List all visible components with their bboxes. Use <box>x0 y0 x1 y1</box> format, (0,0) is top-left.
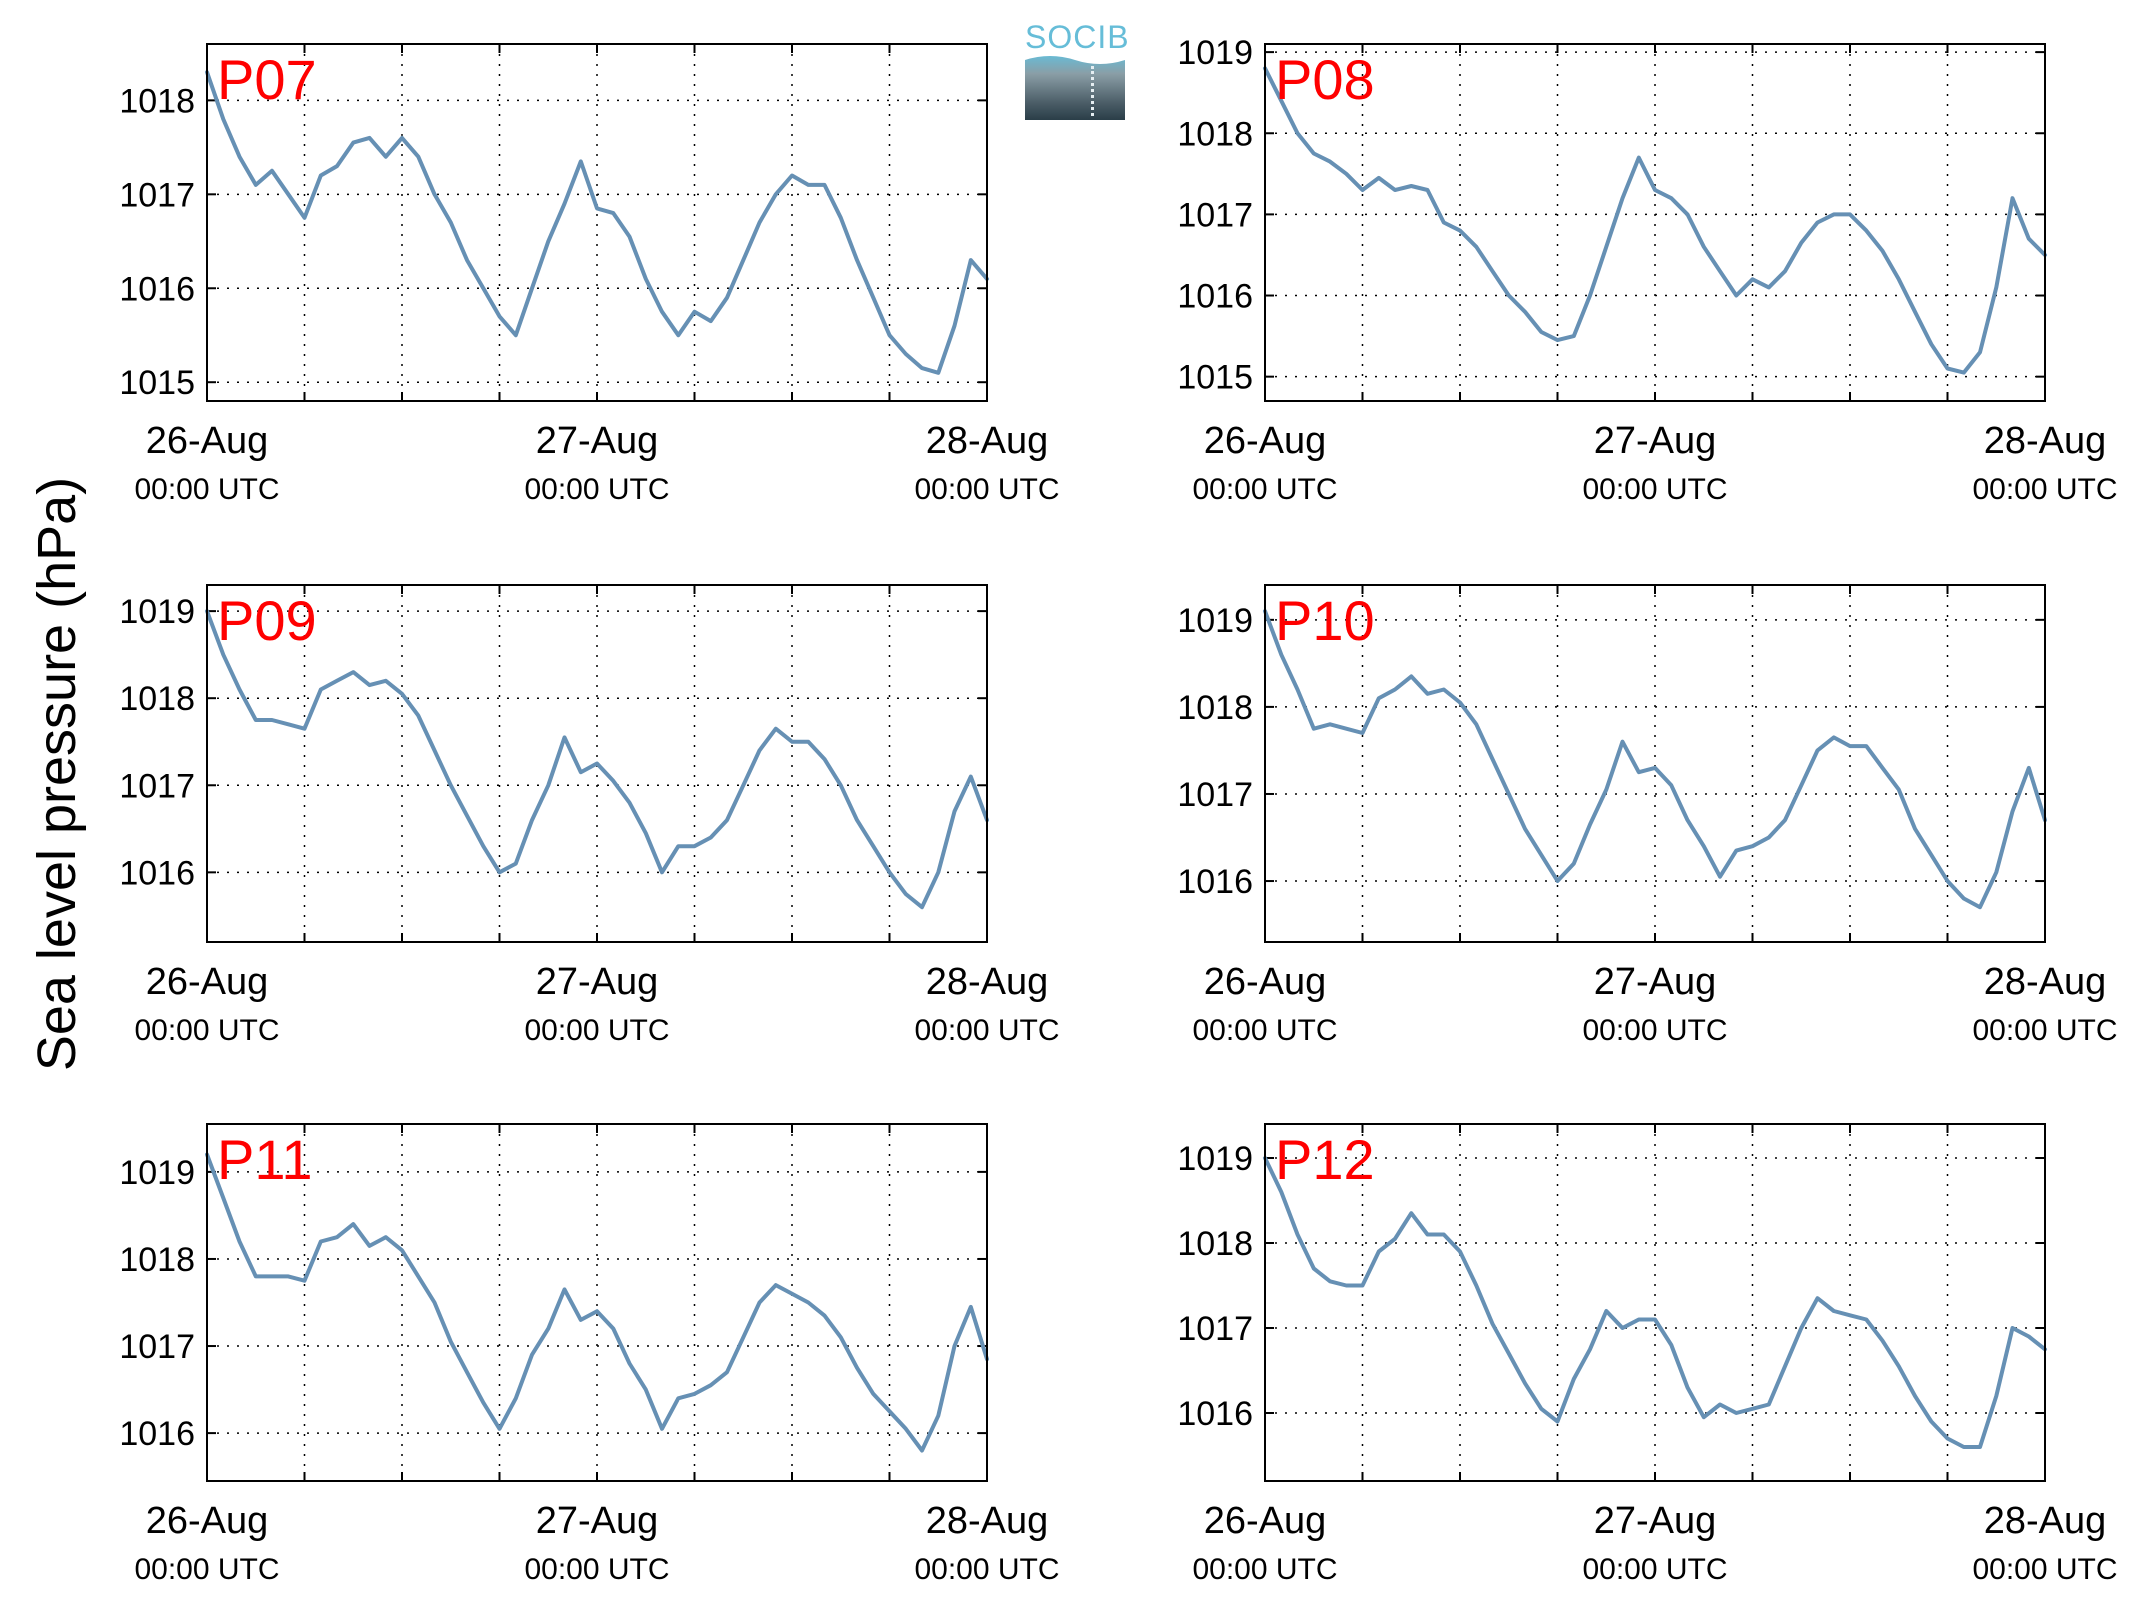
x-tick-label-date: 26-Aug <box>146 420 269 462</box>
x-tick-label-date: 26-Aug <box>1204 1500 1327 1542</box>
x-tick-label-date: 26-Aug <box>1204 961 1327 1003</box>
y-tick-label: 1019 <box>1177 1140 1253 1178</box>
panel-label: P11 <box>217 1128 312 1191</box>
y-tick-label: 1016 <box>1177 1395 1253 1433</box>
x-tick-label-time: 00:00 UTC <box>134 1553 279 1586</box>
axes-frame <box>1264 43 2046 402</box>
x-tick-label-time: 00:00 UTC <box>524 473 669 506</box>
y-tick-label: 1019 <box>1177 602 1253 640</box>
panel-label: P10 <box>1275 589 1375 652</box>
y-tick-label: 1015 <box>1177 359 1253 397</box>
y-tick-label: 1015 <box>119 364 195 402</box>
axes-frame <box>206 43 988 402</box>
logo-wave-icon <box>1025 54 1125 64</box>
x-tick-label-time: 00:00 UTC <box>1972 473 2117 506</box>
socib-logo: SOCIB <box>1025 19 1130 120</box>
axes-frame <box>1264 1123 2046 1482</box>
x-tick-label-time: 00:00 UTC <box>1582 1014 1727 1047</box>
x-tick-label-date: 28-Aug <box>926 1500 1049 1542</box>
y-tick-label: 1019 <box>119 1154 195 1192</box>
x-tick-label-time: 00:00 UTC <box>134 473 279 506</box>
y-tick-label: 1016 <box>1177 863 1253 901</box>
chart-panel-p10: 1016 1017 1018 1019 26-Aug 00:00 UTC 27-Aug 00:… <box>1177 584 2118 1047</box>
y-tick-label: 1017 <box>119 176 195 214</box>
y-tick-label: 1017 <box>1177 776 1253 814</box>
chart-panel-p08: 1015 1016 1017 1018 1019 26-Aug 00:00 UTC 27-Au… <box>1177 34 2117 506</box>
axes-frame <box>1264 584 2046 943</box>
y-tick-label: 1016 <box>119 270 195 308</box>
logo-dots-icon <box>1091 66 1094 116</box>
x-tick-label-date: 27-Aug <box>536 420 659 462</box>
y-tick-label: 1018 <box>119 1241 195 1279</box>
x-tick-label-date: 28-Aug <box>926 961 1049 1003</box>
panel-label: P09 <box>217 589 317 652</box>
x-tick-label-time: 00:00 UTC <box>914 1553 1059 1586</box>
series-line-p11 <box>205 1152 989 1453</box>
panel-label: P08 <box>1275 48 1375 111</box>
axes-frame <box>206 1123 988 1482</box>
x-tick-label-time: 00:00 UTC <box>134 1014 279 1047</box>
x-tick-label-date: 27-Aug <box>536 1500 659 1542</box>
x-tick-label-time: 00:00 UTC <box>914 473 1059 506</box>
x-tick-label-time: 00:00 UTC <box>1972 1014 2117 1047</box>
x-tick-label-time: 00:00 UTC <box>1192 1014 1337 1047</box>
y-tick-label: 1016 <box>119 854 195 892</box>
x-tick-label-date: 26-Aug <box>146 1500 269 1542</box>
logo-text: SOCIB <box>1025 19 1130 55</box>
x-tick-label-date: 27-Aug <box>536 961 659 1003</box>
x-tick-label-time: 00:00 UTC <box>914 1014 1059 1047</box>
y-tick-label: 1018 <box>1177 689 1253 727</box>
logo-image <box>1025 54 1125 120</box>
series-line-p10 <box>1263 609 2047 910</box>
y-axis-label: Sea level pressure (hPa) <box>27 476 87 1072</box>
panel-label: P12 <box>1275 1128 1375 1191</box>
x-tick-label-time: 00:00 UTC <box>524 1553 669 1586</box>
y-tick-label: 1017 <box>1177 1310 1253 1348</box>
series-line-p09 <box>205 609 989 910</box>
y-tick-label: 1018 <box>119 82 195 120</box>
chart-panel-p09: 1016 1017 1018 1019 26-Aug 00:00 UTC 27-Aug 00:… <box>119 584 1060 1047</box>
x-tick-label-date: 28-Aug <box>926 420 1049 462</box>
panel-label: P07 <box>217 48 317 111</box>
x-tick-label-date: 26-Aug <box>1204 420 1327 462</box>
y-tick-label: 1018 <box>119 680 195 718</box>
x-tick-label-time: 00:00 UTC <box>524 1014 669 1047</box>
chart-panel-p11: 1016 1017 1018 1019 26-Aug 00:00 UTC 27-Aug 00:… <box>119 1123 1060 1586</box>
x-tick-label-time: 00:00 UTC <box>1582 1553 1727 1586</box>
y-tick-label: 1018 <box>1177 115 1253 153</box>
x-tick-label-time: 00:00 UTC <box>1192 473 1337 506</box>
x-tick-label-date: 27-Aug <box>1594 1500 1717 1542</box>
y-tick-label: 1018 <box>1177 1225 1253 1263</box>
series-line-p12 <box>1263 1156 2047 1449</box>
y-tick-label: 1019 <box>119 593 195 631</box>
x-tick-label-date: 28-Aug <box>1984 420 2107 462</box>
series-line-p08 <box>1263 66 2047 375</box>
chart-panel-p07: 1015 1016 1017 1018 26-Aug 00:00 UTC 27-Aug 00:… <box>119 43 1060 506</box>
series-line-p07 <box>205 70 989 375</box>
axes-frame <box>206 584 988 943</box>
x-tick-label-date: 27-Aug <box>1594 961 1717 1003</box>
y-tick-label: 1016 <box>1177 278 1253 316</box>
x-tick-label-time: 00:00 UTC <box>1972 1553 2117 1586</box>
y-tick-label: 1017 <box>119 767 195 805</box>
x-tick-label-date: 27-Aug <box>1594 420 1717 462</box>
x-tick-label-date: 28-Aug <box>1984 1500 2107 1542</box>
chart-panel-p12: 1016 1017 1018 1019 26-Aug 00:00 UTC 27-Aug 00:… <box>1177 1123 2118 1586</box>
y-tick-label: 1017 <box>1177 196 1253 234</box>
x-tick-label-time: 00:00 UTC <box>1582 473 1727 506</box>
y-tick-label: 1017 <box>119 1328 195 1366</box>
x-tick-label-time: 00:00 UTC <box>1192 1553 1337 1586</box>
y-tick-label: 1019 <box>1177 34 1253 72</box>
x-tick-label-date: 28-Aug <box>1984 961 2107 1003</box>
x-tick-label-date: 26-Aug <box>146 961 269 1003</box>
y-tick-label: 1016 <box>119 1415 195 1453</box>
